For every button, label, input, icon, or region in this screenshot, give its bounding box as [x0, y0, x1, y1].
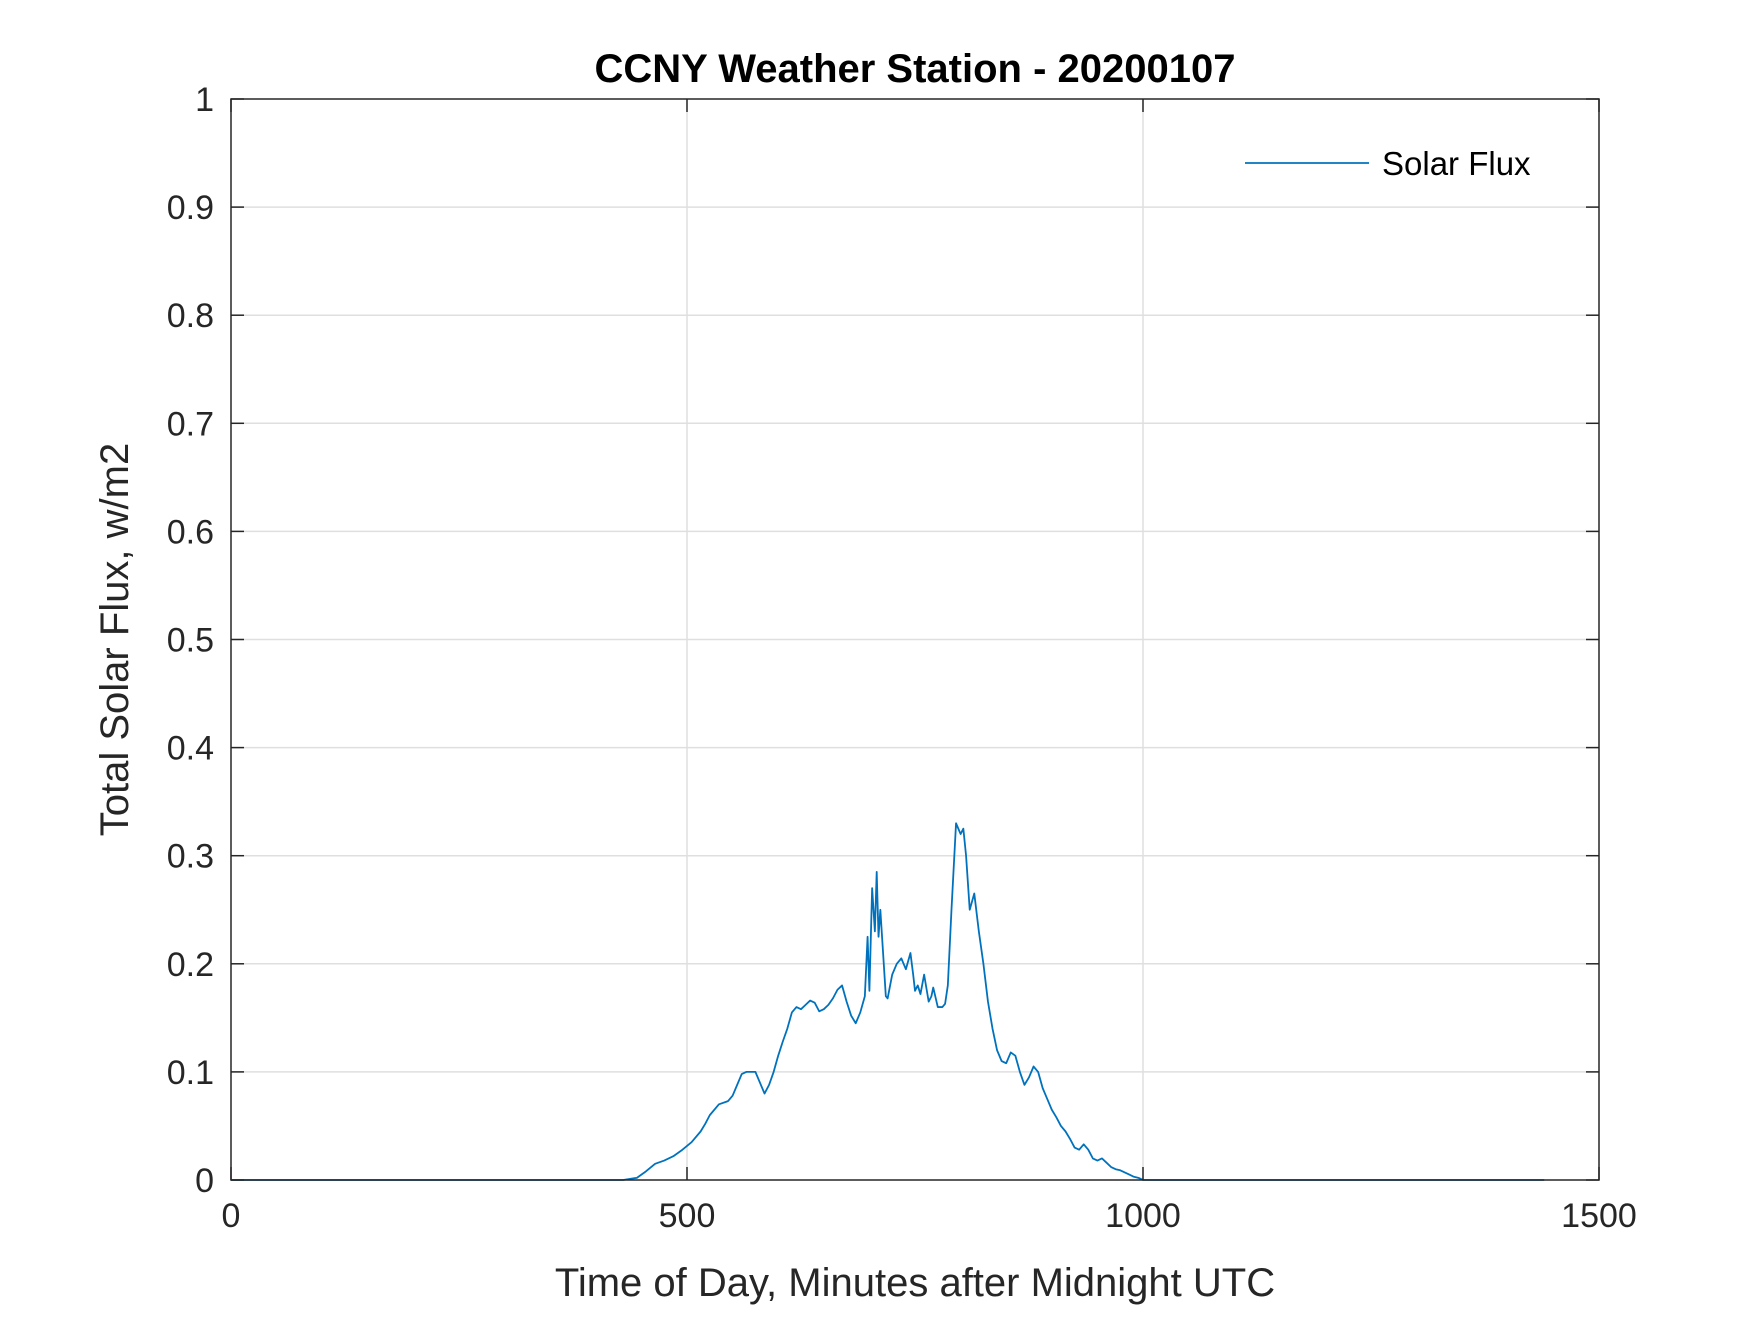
y-tick-label: 0.6 — [167, 513, 214, 551]
x-tick-labels: 0 500 1000 1500 — [222, 1197, 1637, 1235]
series-line-solar-flux — [231, 822, 1545, 1181]
tick-marks — [230, 98, 1600, 1181]
y-tick-label: 0 — [195, 1162, 214, 1200]
grid-lines — [231, 99, 1599, 1180]
y-axis-label: Total Solar Flux, w/m2 — [93, 443, 137, 836]
y-tick-label: 0.3 — [167, 838, 214, 876]
x-tick-label: 1000 — [1105, 1197, 1181, 1235]
y-tick-label: 0.8 — [167, 297, 214, 335]
y-tick-labels: 0 0.1 0.2 0.3 0.4 0.5 0.6 0.7 0.8 0.9 1 — [167, 81, 214, 1200]
y-tick-label: 0.5 — [167, 622, 214, 660]
x-axis-label: Time of Day, Minutes after Midnight UTC — [555, 1261, 1275, 1305]
y-tick-label: 0.4 — [167, 730, 214, 768]
y-tick-label: 1 — [195, 81, 214, 119]
legend-label-solar-flux: Solar Flux — [1382, 145, 1531, 182]
y-tick-label: 0.1 — [167, 1054, 214, 1092]
x-tick-label: 0 — [222, 1197, 241, 1235]
legend: Solar Flux — [1245, 145, 1531, 182]
series-layer — [231, 822, 1545, 1181]
y-tick-label: 0.7 — [167, 405, 214, 443]
y-tick-label: 0.9 — [167, 189, 214, 227]
y-tick-label: 0.2 — [167, 946, 214, 984]
chart-title: CCNY Weather Station - 20200107 — [595, 47, 1236, 91]
x-tick-label: 500 — [659, 1197, 716, 1235]
x-tick-label: 1500 — [1561, 1197, 1637, 1235]
